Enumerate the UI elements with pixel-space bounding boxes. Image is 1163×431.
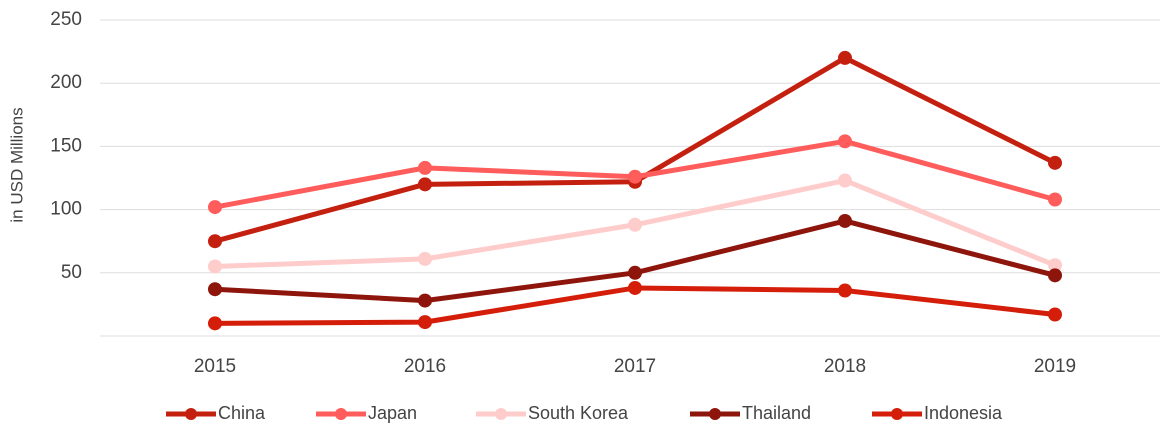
data-point: [838, 173, 852, 188]
data-point: [208, 234, 222, 249]
y-axis-label: in USD Millions: [7, 107, 26, 222]
legend-label: South Korea: [528, 403, 629, 423]
y-tick-label: 150: [50, 135, 82, 156]
data-point: [838, 213, 852, 228]
legend-label: Indonesia: [924, 403, 1003, 423]
legend-dot: [891, 408, 903, 420]
x-tick-label: 2017: [614, 356, 656, 377]
data-point: [418, 293, 432, 308]
data-point: [1048, 155, 1062, 170]
data-point: [418, 177, 432, 192]
y-tick-label: 100: [50, 199, 82, 220]
y-tick-label: 250: [50, 9, 82, 30]
data-point: [1048, 258, 1062, 273]
legend-dot: [495, 408, 507, 420]
legend-dot: [709, 408, 721, 420]
legend-label: Japan: [368, 403, 417, 423]
data-point: [208, 259, 222, 274]
data-point: [1048, 307, 1062, 322]
data-point: [628, 265, 642, 280]
data-point: [1048, 268, 1062, 283]
y-tick-label: 200: [50, 72, 82, 93]
x-tick-label: 2016: [404, 356, 446, 377]
data-point: [208, 316, 222, 331]
legend-label: Thailand: [742, 403, 811, 423]
data-point: [628, 280, 642, 295]
x-tick-label: 2015: [194, 356, 236, 377]
data-point: [838, 134, 852, 149]
data-point: [1048, 192, 1062, 207]
data-point: [418, 315, 432, 330]
legend-dot: [185, 408, 197, 420]
data-point: [838, 50, 852, 65]
data-point: [208, 282, 222, 297]
data-point: [418, 160, 432, 175]
legend-label: China: [218, 403, 266, 423]
y-tick-label: 50: [61, 262, 82, 283]
data-point: [418, 251, 432, 266]
x-tick-label: 2019: [1034, 356, 1076, 377]
data-point: [628, 169, 642, 184]
data-point: [838, 283, 852, 298]
x-tick-label: 2018: [824, 356, 866, 377]
data-point: [208, 200, 222, 215]
data-point: [628, 217, 642, 232]
legend-dot: [335, 408, 347, 420]
